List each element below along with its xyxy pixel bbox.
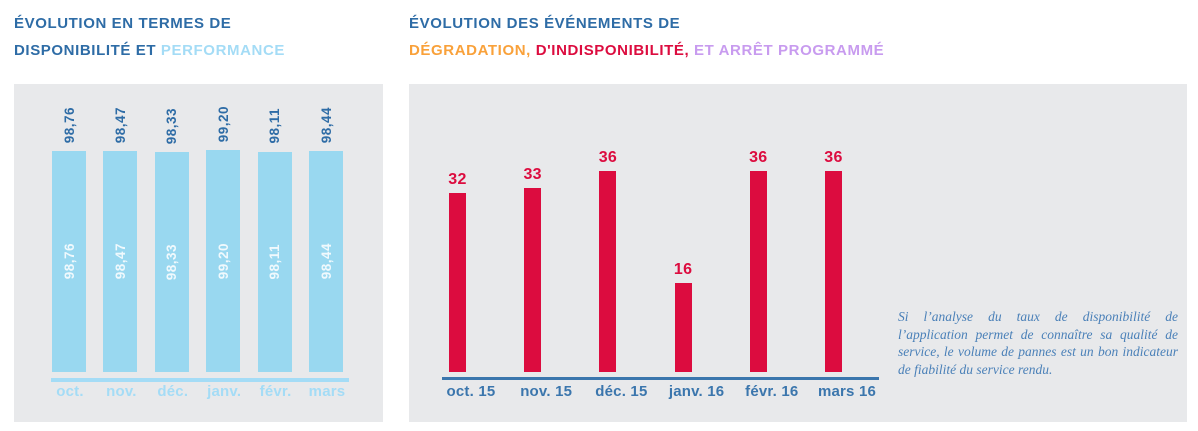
bar-value-text: 98,11 — [267, 108, 283, 144]
availability-title-line2-dark: DISPONIBILITÉ ET — [14, 42, 157, 59]
bar-value-text: 99,20 — [215, 242, 231, 280]
x-axis-line — [51, 378, 349, 382]
bar-value-text: 98,47 — [112, 106, 128, 143]
bar-nov. 15 — [524, 188, 542, 372]
bar-value-label: 36 — [598, 149, 618, 166]
availability-chart-panel: 98,76 98,76 oct. 98,47 98,47 nov. 98,33 98,33 dé… — [14, 84, 383, 422]
bar-value-text: 98,11 — [267, 244, 283, 280]
events-title-line1: ÉVOLUTION DES ÉVÉNEMENTS DE — [409, 15, 681, 32]
bar-oct. — [52, 151, 86, 372]
availability-title-line1: ÉVOLUTION EN TERMES DE — [14, 15, 232, 32]
bar-value-text: 98,47 — [112, 243, 128, 280]
availability-chart-title: ÉVOLUTION EN TERMES DE DISPONIBILITÉ ET … — [14, 10, 285, 64]
x-tick-label: nov. 15 — [520, 383, 573, 400]
bar-value-text: 99,20 — [215, 105, 231, 142]
bar-janv. — [206, 150, 241, 372]
bar-mars — [309, 151, 343, 372]
bar-value-text: 98,44 — [318, 106, 334, 143]
x-tick-label: mars 16 — [817, 383, 877, 400]
x-tick-label: janv. 16 — [668, 383, 725, 400]
bar-inner-label: 98,11 — [258, 152, 292, 372]
bar-value-text: 98,33 — [164, 107, 180, 144]
bar-déc. — [154, 152, 189, 372]
x-tick-label: févr. — [259, 383, 292, 400]
bar-value-label: 36 — [824, 149, 843, 166]
bar-oct. 15 — [449, 193, 466, 372]
bar-value-text: 98,44 — [318, 243, 334, 280]
events-chart-title: ÉVOLUTION DES ÉVÉNEMENTS DE DÉGRADATION,… — [409, 10, 884, 64]
x-tick-label: nov. — [106, 383, 137, 400]
bar-déc. 15 — [599, 171, 617, 372]
bar-inner-label: 99,20 — [206, 150, 240, 372]
bar-value-label: 16 — [673, 261, 693, 278]
x-tick-label: déc. — [157, 383, 189, 400]
x-tick-label: janv. — [207, 383, 242, 400]
x-axis-line — [442, 377, 879, 380]
events-title-seg-indisponibilite: D'INDISPONIBILITÉ, — [535, 42, 690, 59]
bar-nov. — [103, 151, 138, 372]
annotation-text: Si l’analyse du taux de disponibilité de… — [898, 309, 1178, 377]
bar-value-label: 33 — [523, 166, 542, 183]
events-title-seg-arret: ET ARRÊT PROGRAMMÉ — [694, 42, 885, 59]
bar-value-text: 98,33 — [164, 243, 180, 281]
availability-title-line2-light: PERFORMANCE — [160, 42, 286, 59]
bar-value-label: 36 — [749, 149, 768, 166]
bar-inner-label: 98,76 — [52, 151, 86, 372]
bar-janv. 16 — [674, 283, 692, 372]
bar-inner-label: 98,33 — [155, 152, 189, 372]
bar-value-text: 98,76 — [61, 106, 77, 143]
bar-inner-label: 98,47 — [103, 151, 137, 372]
bar-mars 16 — [825, 171, 842, 372]
events-title-seg-degradation: DÉGRADATION, — [409, 42, 531, 59]
x-tick-label: déc. 15 — [595, 383, 648, 400]
x-tick-label: oct. — [56, 383, 84, 400]
x-tick-label: mars — [308, 383, 346, 400]
bar-value-label: 32 — [448, 171, 467, 188]
bar-févr. — [257, 152, 292, 372]
x-tick-label: oct. 15 — [446, 383, 496, 400]
events-chart-panel: Si l’analyse du taux de disponibilité de… — [409, 84, 1187, 422]
bar-inner-label: 98,44 — [309, 151, 343, 372]
x-tick-label: févr. 16 — [745, 383, 799, 400]
bar-févr. 16 — [749, 171, 767, 372]
bar-value-text: 98,76 — [61, 243, 77, 280]
